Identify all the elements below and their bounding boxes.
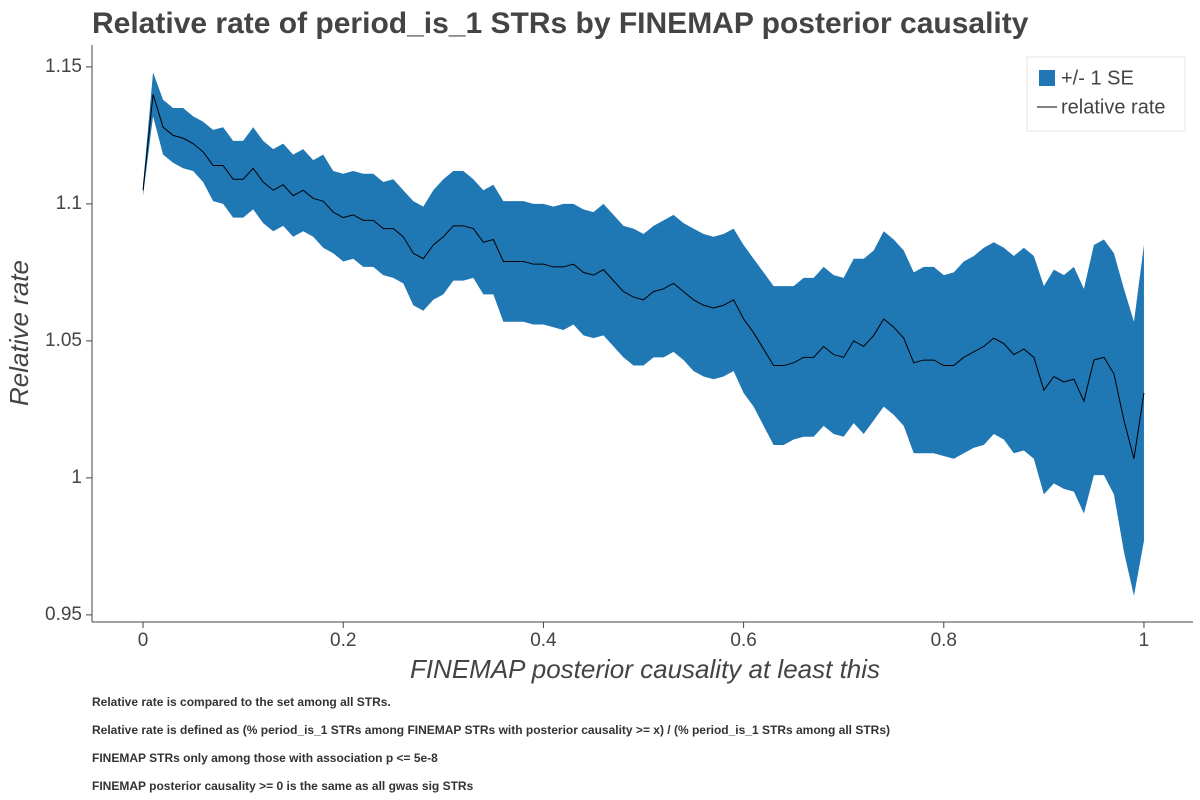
chart-title: Relative rate of period_is_1 STRs by FIN… bbox=[92, 7, 1029, 40]
y-tick-label: 1.05 bbox=[45, 330, 82, 351]
x-tick-label: 0.6 bbox=[730, 630, 756, 651]
y-tick-label: 1.1 bbox=[56, 193, 82, 214]
y-axis-title: Relative rate bbox=[4, 260, 34, 406]
legend-label: +/- 1 SE bbox=[1061, 67, 1134, 89]
y-tick-label: 1 bbox=[71, 467, 82, 488]
x-tick-label: 0.2 bbox=[330, 630, 356, 651]
se-band bbox=[143, 72, 1144, 596]
footnote: Relative rate is defined as (% period_is… bbox=[92, 723, 890, 737]
y-tick-label: 1.15 bbox=[45, 56, 82, 77]
x-tick-label: 1 bbox=[1139, 630, 1150, 651]
legend-swatch bbox=[1039, 70, 1055, 86]
footnote: FINEMAP STRs only among those with assoc… bbox=[92, 751, 438, 765]
x-tick-label: 0 bbox=[138, 630, 149, 651]
x-tick-label: 0.4 bbox=[530, 630, 557, 651]
x-axis-title: FINEMAP posterior causality at least thi… bbox=[410, 654, 880, 684]
legend-box bbox=[1026, 56, 1186, 132]
rate-line bbox=[142, 94, 1145, 459]
x-tick-label: 0.8 bbox=[931, 630, 957, 651]
footnote: Relative rate is compared to the set amo… bbox=[92, 695, 391, 709]
legend-label: relative rate bbox=[1061, 96, 1166, 118]
footnote: FINEMAP posterior causality >= 0 is the … bbox=[92, 779, 474, 793]
y-tick-label: 0.95 bbox=[45, 604, 82, 625]
